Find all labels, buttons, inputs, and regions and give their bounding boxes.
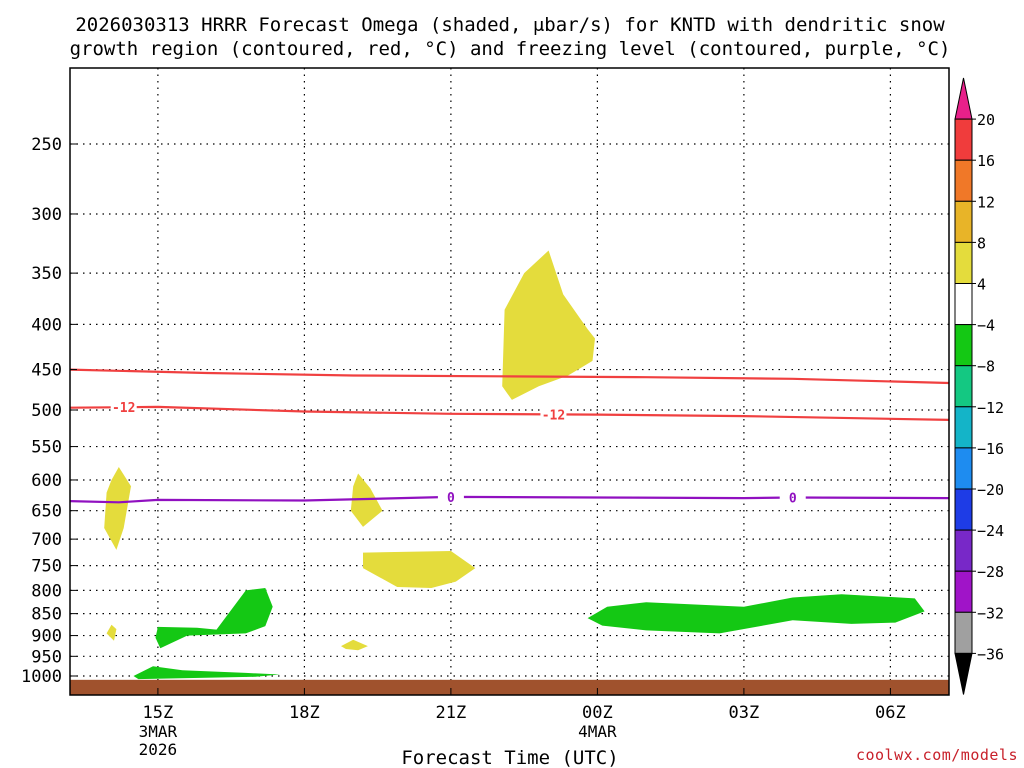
x-tick-label-00Z: 00Z [582, 703, 613, 723]
colorbar-label-12: −32 [977, 604, 1004, 622]
colorbar-label-5: −4 [977, 317, 995, 335]
colorbar-bin-11 [954, 529, 973, 572]
colorbar-label-1: 16 [977, 152, 995, 170]
isotherm-minus-12-label-bg-1 [540, 407, 567, 422]
omega-positive-tiny-mid [341, 639, 368, 651]
freezing-level-label-0: 0 [447, 491, 455, 506]
y-tick-label-700: 700 [31, 530, 62, 550]
colorbar: 20 16 12 8 4 −4 −8 −12 −16 −20 −24 −28 −32 −36 [954, 77, 1004, 695]
isotherm-minus-12-label-1: -12 [542, 408, 565, 423]
x-tick-label-06Z: 06Z [875, 703, 906, 723]
colorbar-label-0: 20 [977, 111, 995, 129]
colorbar-bin-2 [954, 159, 973, 202]
plot-frame [69, 67, 950, 696]
colorbar-label-11: −28 [977, 563, 1004, 581]
colorbar-bin-9 [954, 447, 973, 490]
x-tick-date-15Z: 3MAR [139, 722, 178, 741]
chart-title-line1: 2026030313 HRRR Forecast Omega (shaded, … [75, 14, 945, 36]
colorbar-label-3: 8 [977, 234, 986, 252]
x-tick-label-15Z: 15Z [143, 703, 174, 723]
omega-positive-tiny-left [106, 624, 117, 641]
colorbar-label-2: 12 [977, 193, 995, 211]
colorbar-bin-8 [954, 406, 973, 449]
colorbar-bin-13 [954, 611, 973, 654]
y-tick-label-800: 800 [31, 581, 62, 601]
omega-shading [104, 250, 925, 680]
y-tick-label-650: 650 [31, 502, 62, 522]
isotherm-minus-12 [69, 405, 950, 421]
y-tick-label-600: 600 [31, 471, 62, 491]
y-tick-label-900: 900 [31, 627, 62, 647]
omega-negative-left-upper [155, 588, 273, 649]
colorbar-label-7: −12 [977, 399, 1004, 417]
freezing-level-label-1: 0 [789, 491, 797, 506]
y-tick-label-450: 450 [31, 361, 62, 381]
y-tick-label-550: 550 [31, 438, 62, 458]
colorbar-bin-1 [954, 118, 973, 161]
contours: -12 -12 0 0 [69, 368, 950, 506]
x-axis-label: Forecast Time (UTC) [401, 747, 618, 768]
omega-negative-right [587, 594, 925, 634]
colorbar-label-8: −16 [977, 440, 1004, 458]
omega-positive-low-band [363, 551, 476, 588]
y-tick-label-300: 300 [31, 205, 62, 225]
isotherm-minus-15 [69, 368, 950, 385]
omega-positive-upper [502, 250, 595, 400]
colorbar-label-10: −24 [977, 522, 1004, 540]
freezing-level-label-bg-1 [779, 490, 806, 505]
y-tick-label-400: 400 [31, 315, 62, 335]
x-tick-date-00Z: 4MAR [578, 722, 617, 741]
y-tick-label-750: 750 [31, 557, 62, 577]
source-watermark: coolwx.com/models [855, 746, 1018, 764]
colorbar-bin-12 [954, 570, 973, 613]
omega-positive-mid-small [350, 473, 383, 527]
omega-positive-left-small [104, 467, 131, 550]
omega-negative-left-lower [133, 666, 280, 680]
colorbar-bin-5 [954, 283, 973, 326]
colorbar-label-4: 4 [977, 276, 986, 294]
colorbar-bin-10 [954, 488, 973, 531]
y-tick-label-850: 850 [31, 605, 62, 625]
y-tick-label-500: 500 [31, 401, 62, 421]
y-tick-label-350: 350 [31, 264, 62, 284]
colorbar-label-13: −36 [977, 645, 1004, 663]
x-tick-year-15Z: 2026 [139, 740, 178, 759]
chart-title-line2: growth region (contoured, red, °C) and f… [70, 38, 951, 60]
y-tick-label-1000: 1000 [21, 667, 62, 687]
isotherm-minus-12-label-0: -12 [112, 401, 135, 416]
x-tick-label-03Z: 03Z [729, 703, 760, 723]
ground-fill [70, 679, 949, 695]
colorbar-triangle-bottom [954, 652, 973, 695]
x-tick-label-21Z: 21Z [436, 703, 467, 723]
colorbar-bin-6 [954, 324, 973, 367]
y-axis: 2503003504004505005506006507007508008509… [21, 135, 77, 687]
colorbar-triangle-top [954, 77, 973, 120]
y-tick-label-250: 250 [31, 135, 62, 155]
isotherm-minus-12-label-bg-0 [110, 400, 137, 415]
grid-lines [70, 68, 949, 695]
freezing-level-label-bg-0 [437, 489, 464, 504]
y-tick-label-950: 950 [31, 647, 62, 667]
colorbar-label-9: −20 [977, 481, 1004, 499]
x-tick-label-18Z: 18Z [289, 703, 320, 723]
colorbar-bin-7 [954, 365, 973, 408]
colorbar-bin-4 [954, 241, 973, 284]
colorbar-bin-3 [954, 200, 973, 243]
colorbar-label-6: −8 [977, 358, 995, 376]
ground-strip [70, 679, 949, 695]
